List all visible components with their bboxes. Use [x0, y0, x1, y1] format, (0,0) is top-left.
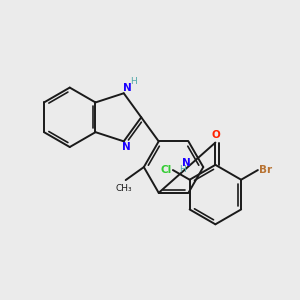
- Text: H: H: [179, 165, 186, 174]
- Text: N: N: [123, 83, 132, 93]
- Text: O: O: [211, 130, 220, 140]
- Text: H: H: [130, 77, 136, 86]
- Text: Br: Br: [259, 165, 272, 175]
- Text: Cl: Cl: [160, 165, 171, 175]
- Text: CH₃: CH₃: [116, 184, 133, 193]
- Text: N: N: [182, 158, 190, 168]
- Text: N: N: [122, 142, 130, 152]
